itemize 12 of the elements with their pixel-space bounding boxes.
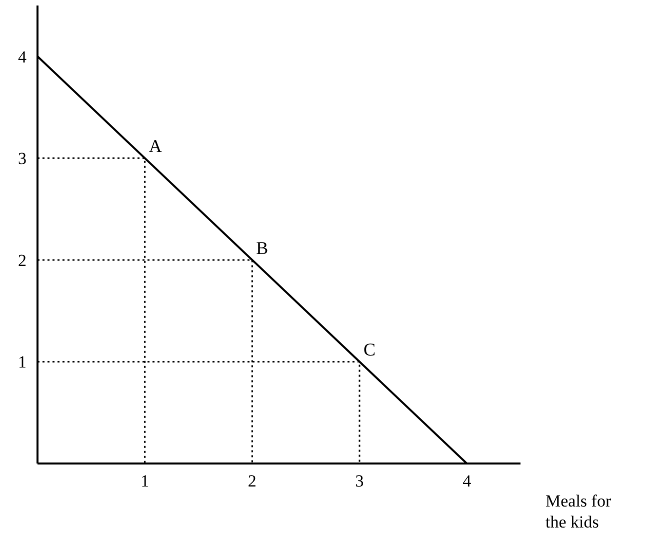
y-tick-label: 2: [18, 250, 26, 270]
y-tick-label: 4: [18, 47, 27, 66]
x-tick-label: 1: [140, 472, 150, 490]
x-tick-label: 4: [462, 472, 472, 490]
x-axis-title: Meals for the kids: [546, 492, 612, 532]
annotation: B: [256, 238, 268, 258]
annotation: A: [148, 136, 162, 156]
x-tick-label: 3: [355, 472, 364, 490]
x-tick-label: 2: [248, 472, 256, 490]
y-tick-label: 1: [18, 352, 26, 372]
y-tick-label: 3: [18, 149, 26, 168]
annotation: C: [364, 340, 376, 360]
